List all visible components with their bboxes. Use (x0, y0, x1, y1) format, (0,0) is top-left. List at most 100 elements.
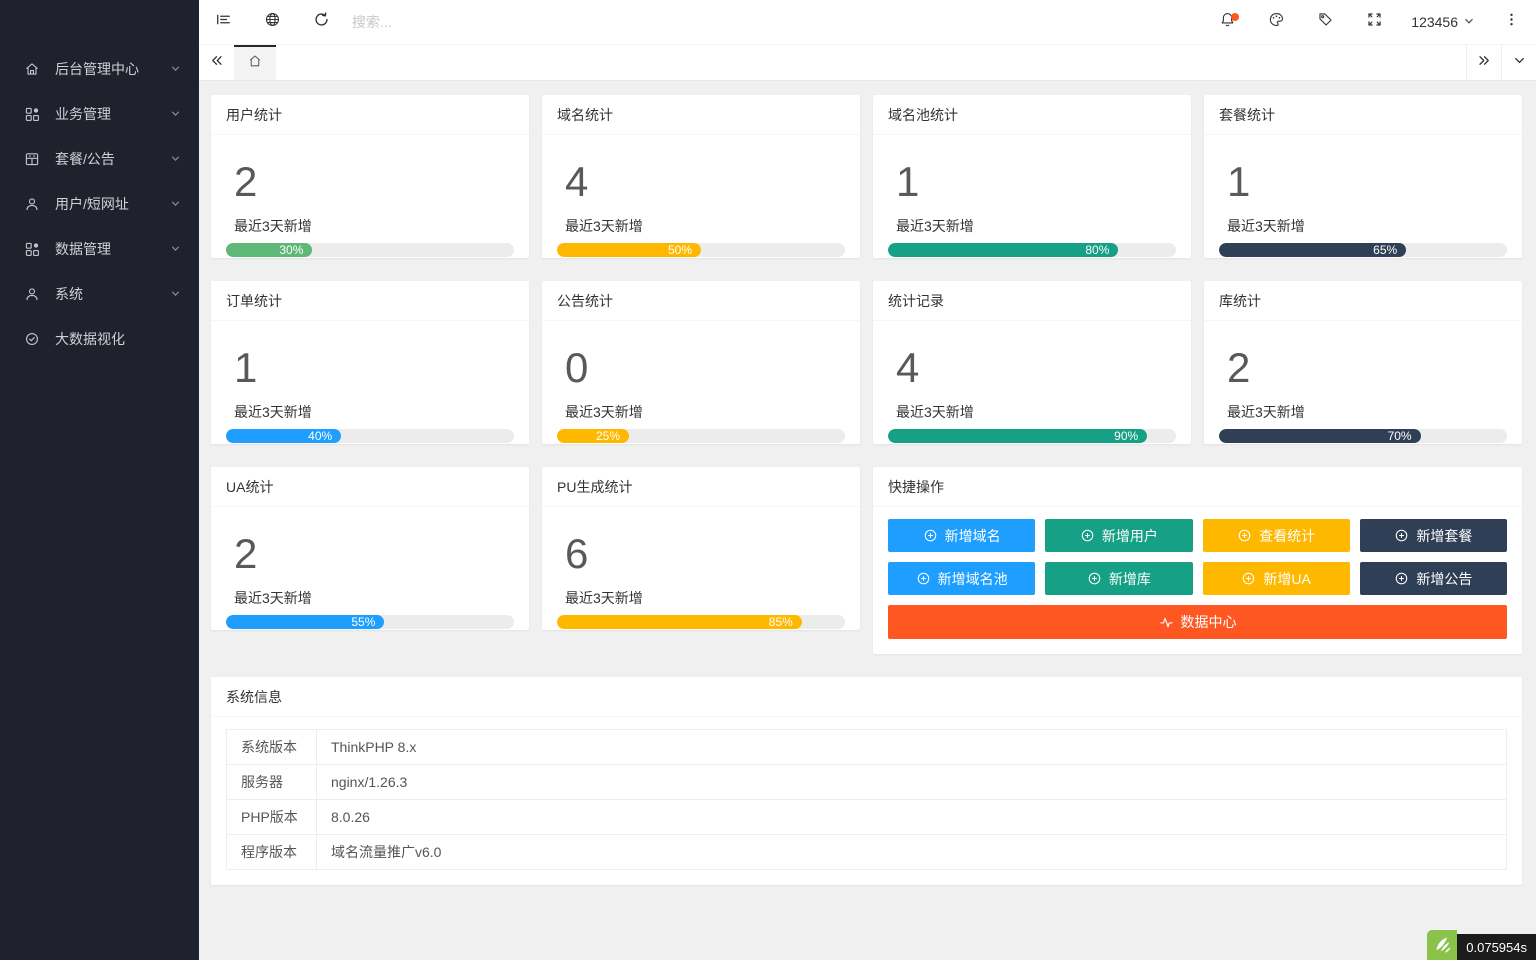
add-domain-button[interactable]: 新增域名 (888, 519, 1036, 552)
stat-value: 6 (565, 530, 589, 577)
refresh-button[interactable] (297, 0, 346, 45)
card-body: 新增域名 新增用户 查看统计 新增套餐 (873, 507, 1522, 654)
stat-card-pu: PU生成统计 6 最近3天新增 85% (542, 467, 860, 630)
sidebar: 后台管理中心 业务管理 套餐/公告 (0, 0, 199, 960)
chevrons-left-icon (209, 53, 224, 73)
sidebar-item-admin-center[interactable]: 后台管理中心 (0, 46, 199, 91)
button-label: 数据中心 (1180, 614, 1237, 630)
chevron-down-icon (1512, 53, 1527, 73)
data-center-button[interactable]: 数据中心 (888, 605, 1507, 639)
trace-toggle-button[interactable] (1427, 930, 1458, 960)
card-title: 用户统计 (211, 95, 529, 135)
chevron-down-icon (170, 153, 181, 164)
home-icon (24, 61, 40, 77)
pulse-icon (1159, 617, 1173, 627)
system-info-table: 系统版本 ThinkPHP 8.x 服务器 nginx/1.26.3 PHP版本… (226, 729, 1507, 870)
stat-card-stat-records: 统计记录 4 最近3天新增 90% (873, 281, 1191, 444)
tabs-scroll-right-button[interactable] (1466, 45, 1501, 80)
stat-card-orders: 订单统计 1 最近3天新增 40% (211, 281, 529, 444)
button-label: 新增UA (1263, 570, 1311, 587)
progress-track: 40% (226, 429, 514, 443)
sidebar-item-label: 业务管理 (55, 105, 111, 122)
card-body: 1 最近3天新增 65% (1204, 135, 1522, 272)
table-row: 系统版本 ThinkPHP 8.x (226, 729, 1507, 765)
add-user-button[interactable]: 新增用户 (1045, 519, 1193, 552)
table-row: 程序版本 域名流量推广v6.0 (226, 834, 1507, 870)
stat-sublabel: 最近3天新增 (565, 404, 643, 420)
sidebar-item-label: 系统 (55, 285, 83, 302)
palette-icon (1268, 11, 1285, 33)
stat-sublabel: 最近3天新增 (896, 404, 974, 420)
component-icon (24, 106, 40, 122)
stat-sublabel: 最近3天新增 (1227, 404, 1305, 420)
main-content: 用户统计 2 最近3天新增 30% 域名统计 4 最近3天新增 50% (199, 81, 1536, 960)
progress-track: 30% (226, 243, 514, 257)
sidebar-item-label: 后台管理中心 (55, 60, 139, 77)
tabs-menu-button[interactable] (1501, 45, 1536, 80)
chevron-down-icon (170, 288, 181, 299)
plus-circle-icon (1396, 529, 1408, 542)
tabs-scroll-left-button[interactable] (199, 45, 234, 80)
search-input[interactable] (352, 14, 572, 30)
progress-track: 90% (888, 429, 1176, 443)
stat-card-domains: 域名统计 4 最近3天新增 50% (542, 95, 860, 258)
row-value: nginx/1.26.3 (316, 764, 1507, 800)
collapse-sidebar-button[interactable] (199, 0, 248, 45)
progress-percent: 70% (1387, 429, 1412, 443)
component-icon (24, 241, 40, 257)
progress-fill: 65% (1219, 243, 1407, 257)
stat-sublabel: 最近3天新增 (896, 218, 974, 234)
app-grid-icon (24, 151, 40, 167)
quick-buttons-grid: 新增域名 新增用户 查看统计 新增套餐 (888, 519, 1507, 595)
plus-circle-icon (917, 572, 929, 585)
stat-value: 2 (234, 158, 258, 205)
button-label: 新增公告 (1416, 570, 1473, 587)
fullscreen-button[interactable] (1350, 0, 1399, 45)
sidebar-item-bigdata[interactable]: 大数据视化 (0, 316, 199, 361)
progress-percent: 80% (1085, 243, 1110, 257)
table-row: 服务器 nginx/1.26.3 (226, 764, 1507, 800)
sidebar-item-business[interactable]: 业务管理 (0, 91, 199, 136)
progress-fill: 85% (557, 615, 802, 629)
add-ua-button[interactable]: 新增UA (1202, 562, 1350, 595)
progress-fill: 25% (557, 429, 629, 443)
add-announcement-button[interactable]: 新增公告 (1359, 562, 1507, 595)
sidebar-item-package-announcement[interactable]: 套餐/公告 (0, 136, 199, 181)
user-menu[interactable]: 123456 (1399, 0, 1487, 45)
plus-circle-icon (1238, 529, 1251, 542)
sidebar-item-data[interactable]: 数据管理 (0, 226, 199, 271)
more-button[interactable] (1487, 0, 1536, 45)
theme-button[interactable] (1252, 0, 1301, 45)
card-title: PU生成统计 (542, 467, 860, 507)
add-package-button[interactable]: 新增套餐 (1359, 519, 1507, 552)
system-info-card: 系统信息 系统版本 ThinkPHP 8.x 服务器 nginx/1.26.3 (211, 677, 1522, 885)
progress-fill: 50% (557, 243, 701, 257)
card-title: 库统计 (1204, 281, 1522, 321)
add-domain-pool-button[interactable]: 新增域名池 (888, 562, 1036, 595)
badge-check-icon (24, 331, 40, 347)
tab-home[interactable] (234, 45, 276, 80)
view-stats-button[interactable]: 查看统计 (1202, 519, 1350, 552)
plus-circle-icon (1243, 572, 1255, 585)
progress-percent: 40% (308, 429, 333, 443)
sidebar-item-user-shorturl[interactable]: 用户/短网址 (0, 181, 199, 226)
stat-sublabel: 最近3天新增 (565, 590, 643, 606)
chevron-down-icon (170, 108, 181, 119)
chevrons-right-icon (1477, 53, 1492, 73)
card-body: 2 最近3天新增 55% (211, 507, 529, 644)
progress-percent: 50% (667, 243, 692, 257)
sidebar-item-label: 数据管理 (55, 240, 111, 257)
header-right: 123456 (1203, 0, 1536, 45)
sidebar-item-system[interactable]: 系统 (0, 271, 199, 316)
progress-percent: 30% (279, 243, 304, 257)
card-title: 套餐统计 (1204, 95, 1522, 135)
table-row: PHP版本 8.0.26 (226, 799, 1507, 835)
notification-button[interactable] (1203, 0, 1252, 45)
card-body: 0 最近3天新增 25% (542, 321, 860, 458)
globe-button[interactable] (248, 0, 297, 45)
card-title: 统计记录 (873, 281, 1191, 321)
tag-button[interactable] (1301, 0, 1350, 45)
tag-icon (1317, 11, 1334, 33)
stat-card-library: 库统计 2 最近3天新增 70% (1204, 281, 1522, 444)
add-library-button[interactable]: 新增库 (1045, 562, 1193, 595)
